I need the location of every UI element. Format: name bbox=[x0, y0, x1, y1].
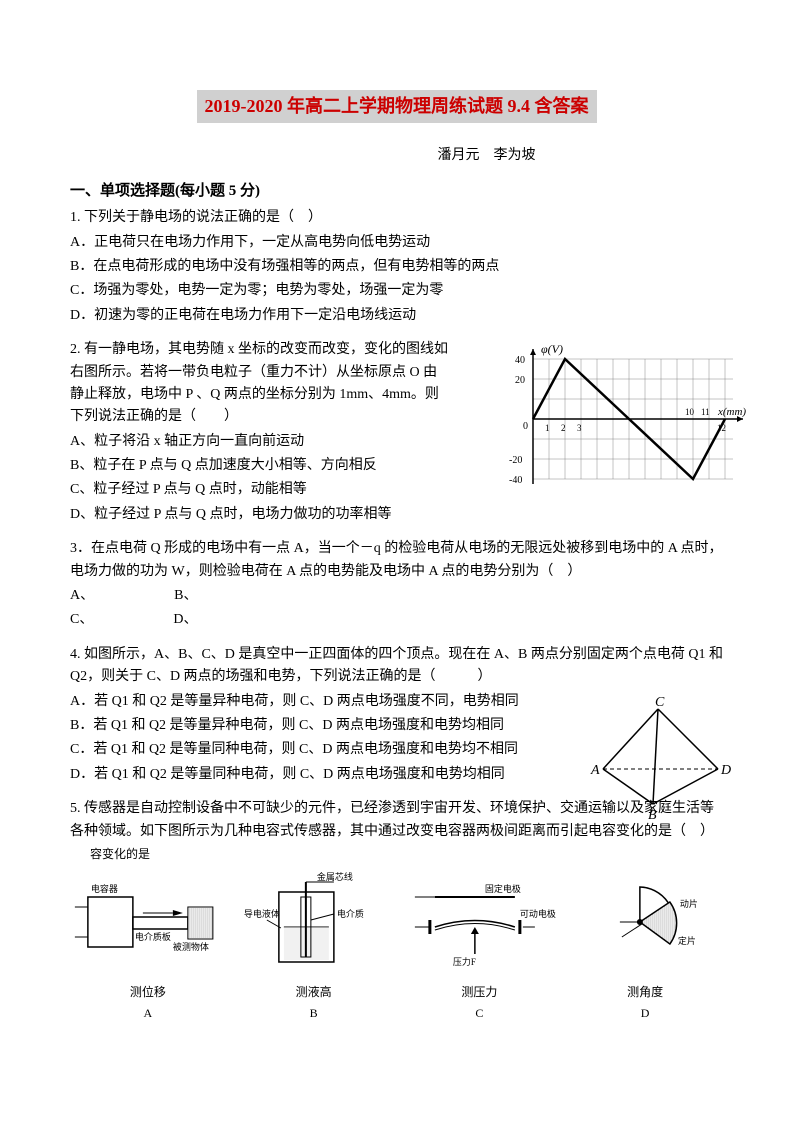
sensor-d-diagram: 动片 定片 bbox=[567, 872, 723, 972]
q2-ytick-20: 20 bbox=[515, 375, 525, 386]
q4-option-c: C．若 Q1 和 Q2 是等量同种电荷，则 C、D 两点电场强度和电势均不相同 bbox=[70, 739, 550, 761]
q2-ytick-0: 0 bbox=[523, 421, 528, 432]
q1-option-a: A．正电荷只在电场力作用下，一定从高电势向低电势运动 bbox=[70, 232, 723, 254]
q2-option-a: A、粒子将沿 x 轴正方向一直向前运动 bbox=[70, 431, 450, 453]
q4-stem: 4. 如图所示，A、B、C、D 是真空中一正四面体的四个顶点。现在在 A、B 两… bbox=[70, 644, 723, 689]
question-5: 5. 传感器是自动控制设备中不可缺少的元件，已经渗透到宇宙开发、环境保护、交通运… bbox=[70, 798, 723, 1023]
q3-option-c: C、 bbox=[70, 609, 93, 631]
svg-text:1: 1 bbox=[545, 423, 550, 433]
q2-option-b: B、粒子在 P 点与 Q 点加速度大小相等、方向相反 bbox=[70, 455, 450, 477]
sensor-b: 金属芯线 导电液体 电介质 测液高 B bbox=[236, 872, 392, 1023]
svg-text:电容器: 电容器 bbox=[91, 883, 118, 894]
q2-ytick-40: 40 bbox=[515, 355, 525, 366]
q4-option-d: D．若 Q1 和 Q2 是等量同种电荷，则 C、D 两点电场强度和电势均相同 bbox=[70, 764, 550, 786]
q2-option-d: D、粒子经过 P 点与 Q 点时，电场力做功的功率相等 bbox=[70, 504, 450, 526]
q2-graph: φ(V) x(mm) 40 20 0 -20 -40 1 2 3 10 11 1… bbox=[493, 339, 753, 499]
q5-header-text: 容变化的是 bbox=[90, 845, 723, 864]
question-4: 4. 如图所示，A、B、C、D 是真空中一正四面体的四个顶点。现在在 A、B 两… bbox=[70, 644, 723, 786]
q2-ylabel: φ(V) bbox=[541, 342, 563, 356]
q3-option-a: A、 bbox=[70, 585, 94, 607]
svg-text:压力F: 压力F bbox=[452, 956, 475, 967]
q4-option-a: A．若 Q1 和 Q2 是等量异种电荷，则 C、D 两点电场强度不同，电势相同 bbox=[70, 691, 550, 713]
q2-xlabel: x(mm) bbox=[717, 406, 746, 418]
q4-label-a: A bbox=[590, 763, 600, 778]
svg-text:10: 10 bbox=[685, 407, 695, 417]
q2-ytick-n40: -40 bbox=[509, 475, 522, 486]
svg-text:固定电极: 固定电极 bbox=[484, 883, 520, 894]
svg-text:3: 3 bbox=[577, 423, 582, 433]
question-3: 3．在点电荷 Q 形成的电场中有一点 A，当一个－q 的检验电荷从电场的无限远处… bbox=[70, 538, 723, 632]
svg-text:电介质: 电介质 bbox=[337, 908, 364, 919]
q1-option-b: B．在点电荷形成的电场中没有场强相等的两点，但有电势相等的两点 bbox=[70, 256, 723, 278]
q3-option-b: B、 bbox=[174, 585, 197, 607]
q2-option-c: C、粒子经过 P 点与 Q 点时，动能相等 bbox=[70, 479, 450, 501]
svg-text:2: 2 bbox=[561, 423, 566, 433]
sensor-c-diagram: 固定电极 可动电极 压力F bbox=[402, 872, 558, 972]
svg-text:金属芯线: 金属芯线 bbox=[317, 872, 353, 882]
sensor-a-diagram: 电容器 电介质板 被测物体 bbox=[70, 872, 226, 972]
q3-option-d: D、 bbox=[173, 609, 197, 631]
q1-option-c: C．场强为零处，电势一定为零；电势为零处，场强一定为零 bbox=[70, 280, 723, 302]
section-header: 一、单项选择题(每小题 5 分) bbox=[70, 179, 723, 203]
q1-option-d: D．初速为零的正电荷在电场力作用下一定沿电场线运动 bbox=[70, 305, 723, 327]
question-2: 2. 有一静电场，其电势随 x 坐标的改变而改变，变化的图线如右图所示。若将一带… bbox=[70, 339, 723, 526]
q2-ytick-n20: -20 bbox=[509, 455, 522, 466]
svg-text:动片: 动片 bbox=[680, 898, 698, 909]
authors: 潘月元 李为坡 bbox=[70, 145, 723, 167]
q1-stem: 1. 下列关于静电场的说法正确的是（ ） bbox=[70, 207, 723, 229]
svg-text:被测物体: 被测物体 bbox=[173, 941, 209, 952]
sensor-c: 固定电极 可动电极 压力F 测压力 C bbox=[402, 872, 558, 1023]
svg-text:定片: 定片 bbox=[678, 935, 696, 946]
q4-label-d: D bbox=[720, 763, 731, 778]
question-1: 1. 下列关于静电场的说法正确的是（ ） A．正电荷只在电场力作用下，一定从高电… bbox=[70, 207, 723, 327]
q5-stem: 5. 传感器是自动控制设备中不可缺少的元件，已经渗透到宇宙开发、环境保护、交通运… bbox=[70, 798, 723, 843]
sensor-d: 动片 定片 测角度 D bbox=[567, 872, 723, 1023]
svg-text:可动电极: 可动电极 bbox=[519, 908, 555, 919]
q3-stem: 3．在点电荷 Q 形成的电场中有一点 A，当一个－q 的检验电荷从电场的无限远处… bbox=[70, 538, 723, 583]
svg-text:导电液体: 导电液体 bbox=[244, 908, 280, 919]
svg-text:11: 11 bbox=[701, 407, 710, 417]
page-title: 2019-2020 年高二上学期物理周练试题 9.4 含答案 bbox=[197, 90, 597, 123]
q4-label-c: C bbox=[655, 695, 665, 710]
sensor-b-diagram: 金属芯线 导电液体 电介质 bbox=[236, 872, 392, 972]
svg-text:电介质板: 电介质板 bbox=[135, 931, 171, 942]
sensor-a: 电容器 电介质板 被测物体 测位移 A bbox=[70, 872, 226, 1023]
q4-option-b: B．若 Q1 和 Q2 是等量异种电荷，则 C、D 两点电场强度和电势均相同 bbox=[70, 715, 550, 737]
svg-text:12: 12 bbox=[717, 423, 726, 433]
q2-stem: 2. 有一静电场，其电势随 x 坐标的改变而改变，变化的图线如右图所示。若将一带… bbox=[70, 339, 450, 429]
